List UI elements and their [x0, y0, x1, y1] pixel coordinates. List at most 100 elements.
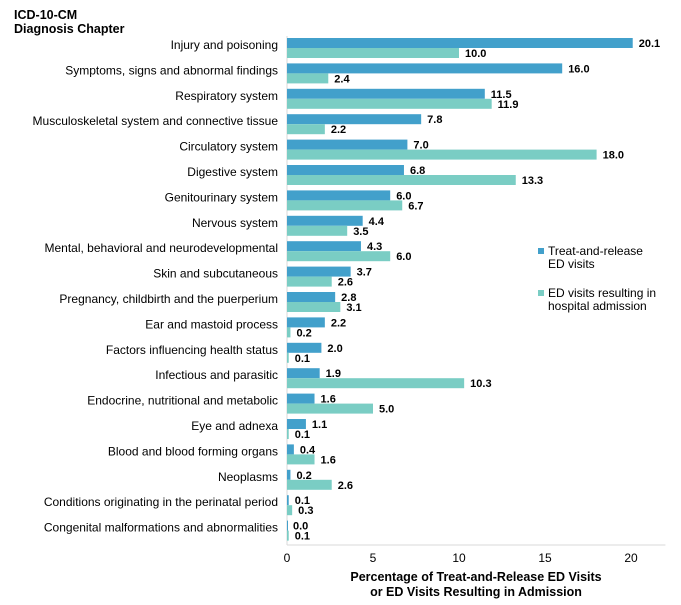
data-label: 2.8 [341, 292, 356, 304]
category-label: Neoplasms [218, 470, 278, 484]
data-label: 5.0 [379, 404, 394, 416]
data-label: 20.1 [639, 38, 660, 50]
bar-treat-and-release [287, 266, 351, 277]
category-label: Congenital malformations and abnormaliti… [44, 521, 278, 535]
bar-treat-and-release [287, 88, 485, 99]
bar-treat-and-release [287, 63, 563, 74]
bar-admission [287, 302, 341, 312]
data-label: 6.0 [396, 251, 411, 263]
data-label: 6.8 [410, 165, 425, 177]
bar-admission [287, 327, 291, 338]
bar-treat-and-release [287, 368, 320, 379]
category-label: Genitourinary system [165, 190, 278, 204]
x-tick-label: 10 [452, 551, 466, 565]
bar-admission [287, 429, 289, 439]
category-label: Digestive system [187, 165, 278, 179]
data-label: 16.0 [568, 63, 589, 75]
data-label: 6.0 [396, 190, 411, 202]
data-label: 0.1 [295, 495, 310, 507]
data-label: 11.5 [491, 89, 512, 101]
category-label: Musculoskeletal system and connective ti… [33, 114, 279, 128]
data-label: 0.0 [293, 521, 308, 533]
legend-swatch [538, 248, 544, 254]
x-tick-label: 5 [370, 551, 377, 565]
category-label: Blood and blood forming organs [108, 444, 278, 458]
bar-admission [287, 479, 332, 490]
data-label: 0.1 [295, 429, 310, 441]
data-label: 0.1 [295, 531, 310, 543]
data-label: 1.6 [321, 394, 336, 406]
x-axis-label: or ED Visits Resulting in Admission [370, 585, 582, 599]
data-label: 10.0 [465, 48, 486, 60]
bar-treat-and-release [287, 292, 336, 302]
x-tick-label: 0 [284, 551, 291, 565]
category-label: Symptoms, signs and abnormal findings [65, 63, 278, 77]
bar-admission [287, 378, 465, 389]
category-label: Injury and poisoning [171, 38, 278, 52]
x-axis-label: Percentage of Treat-and-Release ED Visit… [350, 570, 601, 584]
category-label: Respiratory system [175, 89, 278, 103]
data-label: 2.0 [327, 343, 342, 355]
bar-treat-and-release [287, 342, 322, 353]
bar-treat-and-release [287, 444, 294, 455]
category-label: Skin and subcutaneous [153, 267, 278, 281]
bar-treat-and-release [287, 165, 404, 175]
data-label: 6.7 [408, 200, 423, 212]
bar-treat-and-release [287, 190, 391, 201]
data-label: 18.0 [603, 150, 624, 162]
data-label: 0.2 [296, 327, 311, 339]
bar-treat-and-release [287, 520, 288, 531]
category-label: Infectious and parasitic [155, 368, 278, 382]
bar-treat-and-release [287, 317, 325, 328]
data-label: 7.0 [413, 140, 428, 152]
x-tick-label: 15 [538, 551, 552, 565]
legend-label: hospital admission [548, 299, 647, 313]
bar-treat-and-release [287, 114, 422, 125]
bar-treat-and-release [287, 393, 315, 404]
chart-title-line: Diagnosis Chapter [14, 22, 125, 36]
data-label: 2.4 [334, 73, 350, 85]
data-label: 0.4 [300, 444, 316, 456]
bar-admission [287, 352, 289, 363]
category-label: Conditions originating in the perinatal … [44, 495, 278, 509]
category-label: Pregnancy, childbirth and the puerperium [59, 292, 278, 306]
data-label: 3.5 [353, 226, 368, 238]
bar-admission [287, 225, 348, 236]
legend-label: Treat-and-release [548, 244, 643, 258]
data-label: 0.2 [296, 470, 311, 482]
data-label: 2.2 [331, 317, 346, 329]
data-label: 4.3 [367, 241, 382, 253]
data-label: 2.2 [331, 124, 346, 136]
data-label: 2.6 [338, 480, 353, 492]
bar-admission [287, 276, 332, 287]
category-label: Nervous system [192, 216, 278, 230]
bar-treat-and-release [287, 215, 363, 226]
bar-admission [287, 124, 325, 135]
data-label: 3.1 [346, 302, 361, 314]
bar-admission [287, 73, 329, 84]
data-label: 3.7 [357, 267, 372, 279]
bar-treat-and-release [287, 241, 361, 252]
bar-admission [287, 454, 315, 465]
legend-label: ED visits resulting in [548, 286, 656, 300]
data-label: 1.9 [326, 368, 341, 380]
bar-treat-and-release [287, 38, 633, 48]
category-label: Eye and adnexa [191, 419, 278, 433]
bar-admission [287, 98, 492, 109]
bar-treat-and-release [287, 495, 289, 506]
x-tick-label: 20 [624, 551, 638, 565]
bar-admission [287, 251, 391, 262]
data-label: 0.3 [298, 505, 313, 517]
bar-admission [287, 48, 459, 58]
data-label: 13.3 [522, 175, 543, 187]
data-label: 4.4 [369, 216, 385, 228]
bar-treat-and-release [287, 139, 408, 150]
category-label: Circulatory system [179, 140, 278, 154]
data-label: 11.9 [498, 99, 519, 111]
bar-admission [287, 505, 293, 516]
bar-admission [287, 175, 516, 185]
bar-admission [287, 403, 373, 414]
category-label: Mental, behavioral and neurodevelopmenta… [45, 241, 279, 255]
